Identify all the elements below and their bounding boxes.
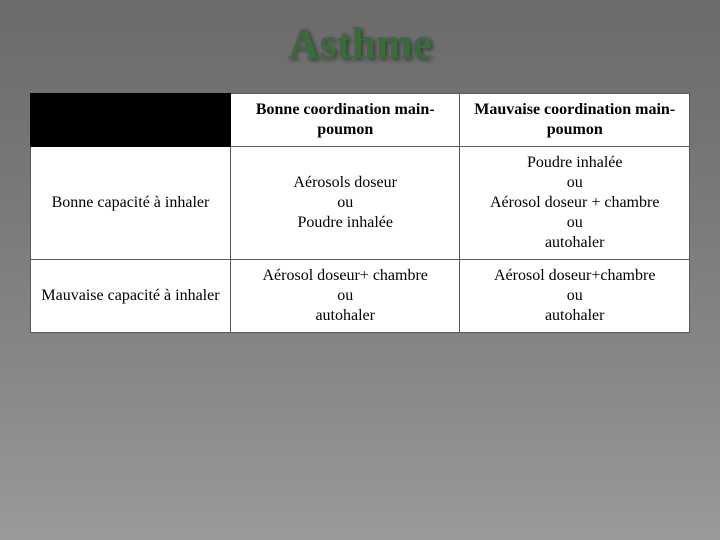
cell-bad-bad: Aérosol doseur+chambreouautohaler xyxy=(460,260,690,333)
table-header-row: Bonne coordination main-poumon Mauvaise … xyxy=(31,94,690,147)
asthma-table: Bonne coordination main-poumon Mauvaise … xyxy=(30,93,690,333)
row-header-good-capacity: Bonne capacité à inhaler xyxy=(31,147,231,260)
row-header-bad-capacity: Mauvaise capacité à inhaler xyxy=(31,260,231,333)
slide-title: Asthme xyxy=(288,18,432,69)
cell-good-bad: Poudre inhaléeouAérosol doseur + chambre… xyxy=(460,147,690,260)
table-corner-cell xyxy=(31,94,231,147)
table-row: Mauvaise capacité à inhaler Aérosol dose… xyxy=(31,260,690,333)
cell-good-good: Aérosols doseurouPoudre inhalée xyxy=(230,147,459,260)
cell-bad-good: Aérosol doseur+ chambreouautohaler xyxy=(230,260,459,333)
table-row: Bonne capacité à inhaler Aérosols doseur… xyxy=(31,147,690,260)
slide: Asthme Bonne coordination main-poumon Ma… xyxy=(0,0,720,540)
col-header-bad-coord: Mauvaise coordination main-poumon xyxy=(460,94,690,147)
col-header-good-coord: Bonne coordination main-poumon xyxy=(230,94,459,147)
